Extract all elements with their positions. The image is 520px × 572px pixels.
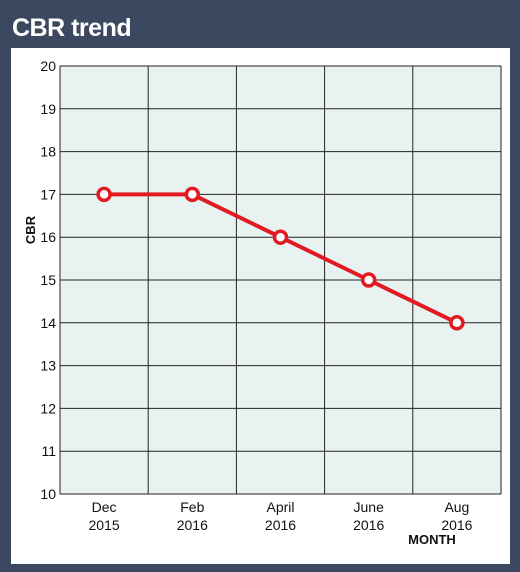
y-tick-label: 19 <box>40 101 56 117</box>
y-tick-labels: 10 11 12 13 14 15 16 17 18 19 20 <box>40 58 56 502</box>
data-point <box>184 186 201 203</box>
x-tick-year: 2016 <box>265 517 296 533</box>
x-tick-month: Aug <box>444 499 469 515</box>
x-tick-month: June <box>354 499 385 515</box>
x-tick-month: Dec <box>92 499 117 515</box>
x-tick-label: Feb 2016 <box>177 499 208 533</box>
x-tick-label: Aug 2016 <box>441 499 472 533</box>
data-point <box>360 272 377 288</box>
y-tick-label: 18 <box>40 144 56 160</box>
data-point <box>449 315 465 331</box>
x-tick-label: April 2016 <box>265 499 296 533</box>
series-cbr <box>96 186 465 331</box>
chart-title: CBR trend <box>12 14 132 42</box>
gridlines <box>59 65 502 495</box>
data-point <box>272 229 289 245</box>
x-tick-label: Dec 2015 <box>89 499 120 533</box>
x-tick-month: Feb <box>180 499 204 515</box>
x-tick-label: June 2016 <box>353 499 384 533</box>
x-tick-year: 2016 <box>177 517 208 533</box>
x-tick-labels: Dec 2015 Feb 2016 April 2016 June 2016 Aug 2016 <box>89 499 473 533</box>
y-tick-label: 14 <box>40 315 56 331</box>
x-tick-year: 2016 <box>353 517 384 533</box>
data-point <box>96 186 112 203</box>
y-tick-label: 13 <box>40 358 56 374</box>
x-tick-month: April <box>266 499 294 515</box>
y-tick-label: 17 <box>40 186 56 202</box>
x-axis-label: MONTH <box>408 532 456 547</box>
y-tick-label: 16 <box>40 229 56 245</box>
y-tick-label: 15 <box>40 272 56 288</box>
y-tick-label: 10 <box>40 486 56 502</box>
y-tick-label: 20 <box>40 58 56 74</box>
y-axis-label: CBR <box>23 215 38 244</box>
y-tick-label: 11 <box>41 443 56 459</box>
y-tick-label: 12 <box>40 400 56 416</box>
x-tick-year: 2016 <box>441 517 472 533</box>
x-tick-year: 2015 <box>89 517 120 533</box>
